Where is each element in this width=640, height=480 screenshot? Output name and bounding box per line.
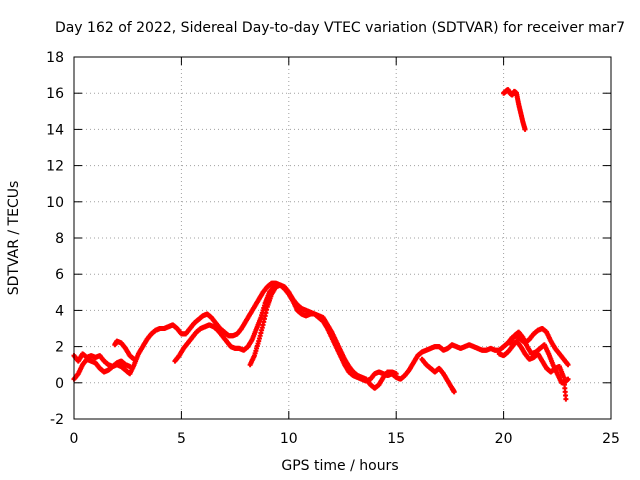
series-track-6 bbox=[419, 356, 457, 395]
y-axis-label: SDTVAR / TECUs bbox=[6, 181, 22, 296]
data-point bbox=[131, 356, 137, 362]
y-tick-label: 0 bbox=[55, 376, 64, 392]
series-track-9 bbox=[501, 87, 528, 132]
y-tick-label: 8 bbox=[55, 231, 64, 247]
y-tick-label: 14 bbox=[46, 122, 64, 138]
x-tick-label: 5 bbox=[177, 431, 186, 447]
series-track-4 bbox=[71, 351, 133, 370]
x-tick-label: 15 bbox=[387, 431, 405, 447]
y-tick-label: 6 bbox=[55, 267, 64, 283]
y-tick-label: 16 bbox=[46, 86, 64, 102]
x-axis-label: GPS time / hours bbox=[281, 458, 398, 474]
gridlines bbox=[74, 57, 611, 419]
x-tick-label: 20 bbox=[495, 431, 513, 447]
y-tick-label: 2 bbox=[55, 340, 64, 356]
data-point bbox=[451, 389, 457, 395]
y-tick-label: -2 bbox=[50, 412, 64, 428]
chart-title: Day 162 of 2022, Sidereal Day-to-day VTE… bbox=[55, 20, 625, 36]
data-point bbox=[127, 364, 133, 370]
y-tick-label: 18 bbox=[46, 50, 64, 66]
data-point bbox=[565, 376, 571, 382]
series-track-2 bbox=[172, 284, 277, 364]
y-tick-labels: -2 0 2 4 6 8 10 12 14 16 18 bbox=[46, 50, 64, 428]
series-track-8 bbox=[507, 329, 571, 386]
y-tick-label: 4 bbox=[55, 303, 64, 319]
series-track-5 bbox=[112, 338, 137, 362]
series-track-1 bbox=[71, 280, 571, 384]
x-tick-label: 25 bbox=[602, 431, 620, 447]
plot-frame bbox=[73, 56, 612, 420]
x-tick-label: 0 bbox=[70, 431, 79, 447]
x-tick-labels: 0 5 10 15 20 25 bbox=[70, 431, 620, 447]
x-tick-label: 10 bbox=[280, 431, 298, 447]
series-track-3 bbox=[247, 282, 399, 391]
data-point bbox=[563, 396, 569, 402]
data-point bbox=[393, 371, 399, 377]
y-tick-label: 10 bbox=[46, 195, 64, 211]
data-point bbox=[565, 362, 571, 368]
data-points bbox=[71, 87, 571, 402]
data-point bbox=[522, 126, 528, 132]
y-tick-label: 12 bbox=[46, 159, 64, 175]
